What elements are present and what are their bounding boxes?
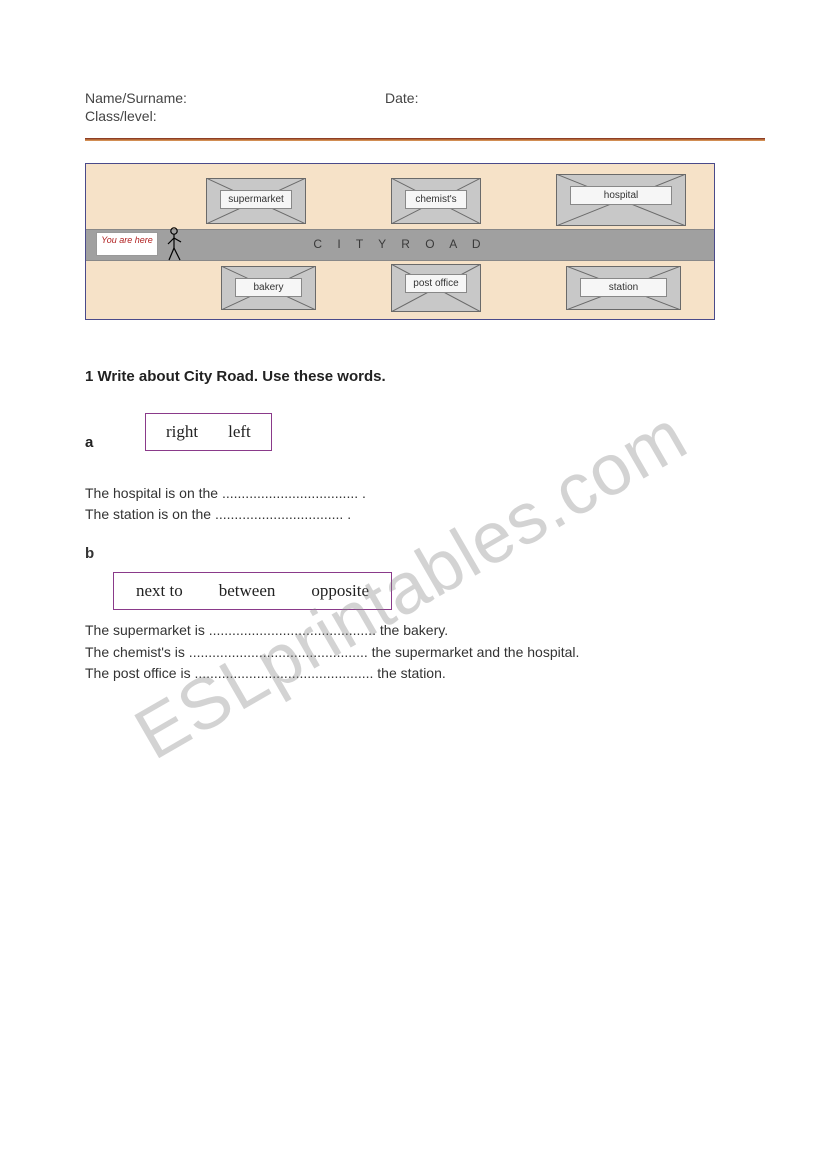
header-row-1: Name/Surname: Date: <box>85 90 741 106</box>
building-label: chemist's <box>405 190 467 209</box>
building-label: post office <box>405 274 467 293</box>
building-label: bakery <box>235 278 302 297</box>
you-are-here-marker: You are here <box>96 232 158 256</box>
word-opposite: opposite <box>311 581 369 601</box>
wordbox-a: right left <box>145 413 272 451</box>
building-supermarket: supermarket <box>206 178 306 224</box>
header-row-2: Class/level: <box>85 108 741 124</box>
word-right: right <box>166 422 198 442</box>
word-left: left <box>228 422 251 442</box>
city-road-map: C I T Y R O A D You are here supermarket… <box>85 163 715 320</box>
name-label: Name/Surname: <box>85 90 385 106</box>
date-label: Date: <box>385 90 741 106</box>
sentence-b2: The chemist's is .......................… <box>85 642 741 664</box>
header-divider <box>85 138 765 141</box>
sentence-a1: The hospital is on the .................… <box>85 483 741 504</box>
sentence-a2: The station is on the ..................… <box>85 504 741 525</box>
building-label: supermarket <box>220 190 292 209</box>
building-bakery: bakery <box>221 266 316 310</box>
building-hospital: hospital <box>556 174 686 226</box>
section-b-sentences: The supermarket is .....................… <box>85 620 741 685</box>
section-a-sentences: The hospital is on the .................… <box>85 483 741 525</box>
stick-figure-icon <box>166 226 186 262</box>
sentence-b3: The post office is .....................… <box>85 663 741 685</box>
class-label: Class/level: <box>85 108 157 124</box>
building-station: station <box>566 266 681 310</box>
wordbox-b: next to between opposite <box>113 572 392 610</box>
building-post-office: post office <box>391 264 481 312</box>
building-label: hospital <box>570 186 672 205</box>
word-next-to: next to <box>136 581 183 601</box>
building-label: station <box>580 278 667 297</box>
sentence-b1: The supermarket is .....................… <box>85 620 741 642</box>
section-a-row: a right left <box>85 413 741 451</box>
section-b-letter: b <box>85 545 741 562</box>
building-chemists: chemist's <box>391 178 481 224</box>
worksheet-page: Name/Surname: Date: Class/level: C I T Y… <box>0 0 821 685</box>
exercise-instruction: 1 Write about City Road. Use these words… <box>85 368 741 385</box>
word-between: between <box>219 581 276 601</box>
section-a-letter: a <box>85 434 117 451</box>
